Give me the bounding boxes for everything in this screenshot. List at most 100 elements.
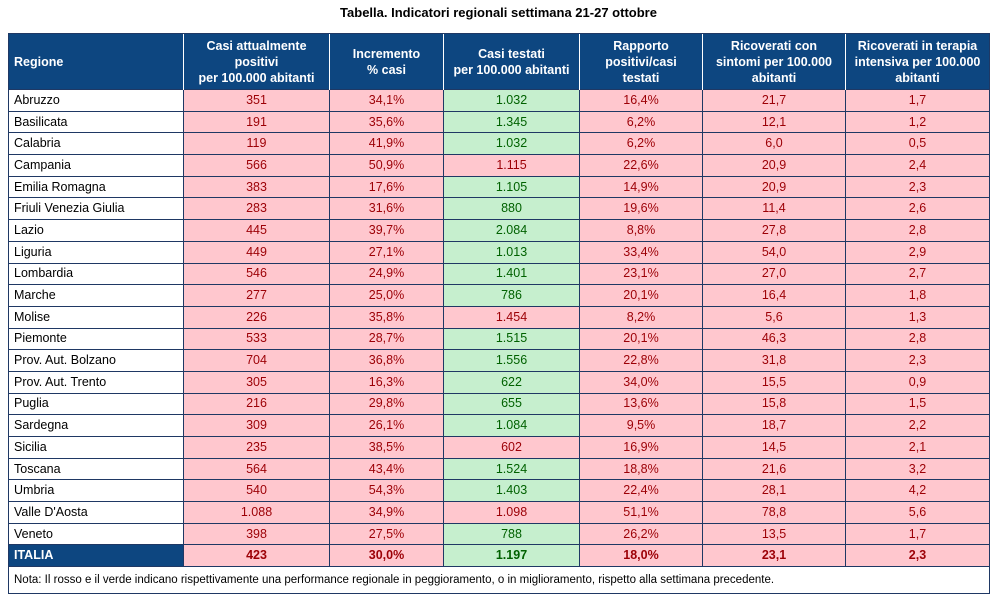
value-cell-worsening: 704 <box>183 349 330 372</box>
value-cell-worsening: 6,2% <box>579 110 703 134</box>
value-cell-worsening: 12,1 <box>702 110 846 134</box>
value-cell-worsening: 1.098 <box>443 501 580 524</box>
value-cell-worsening: 226 <box>183 305 330 329</box>
table-row: Piemonte 533 28,7% 1.515 20,1% 46,3 2,8 <box>8 327 990 351</box>
value-cell-worsening: 25,0% <box>329 284 444 307</box>
header-line: Casi testati <box>478 46 545 61</box>
header-rapporto: Rapporto positivi/casi testati <box>579 33 703 90</box>
value-cell-worsening: 5,6 <box>845 501 990 524</box>
value-cell-worsening: 20,1% <box>579 327 703 351</box>
table-row: Umbria 540 54,3% 1.403 22,4% 28,1 4,2 <box>8 479 990 503</box>
value-cell-worsening: 1,5 <box>845 392 990 416</box>
header-line: sintomi per 100.000 <box>715 54 833 69</box>
value-cell-worsening: 283 <box>183 197 330 221</box>
header-regione: Regione <box>8 33 184 90</box>
value-cell-worsening: 309 <box>183 414 330 437</box>
value-cell-worsening: 27,8 <box>702 219 846 242</box>
value-cell-worsening: 8,2% <box>579 305 703 329</box>
value-cell-worsening: 17,6% <box>329 175 444 199</box>
value-cell-worsening: 27,5% <box>329 522 444 546</box>
value-cell-worsening: 54,0 <box>702 240 846 264</box>
value-cell-worsening: 15,5 <box>702 370 846 394</box>
region-name: Sardegna <box>8 414 184 437</box>
header-line: per 100.000 abitanti <box>198 70 315 85</box>
value-cell-worsening: 78,8 <box>702 501 846 524</box>
regional-indicators-table: Regione Casi attualmente positivi per 100.0… <box>8 33 990 595</box>
region-name: Prov. Aut. Trento <box>8 370 184 394</box>
value-cell-worsening: 2,3 <box>845 175 990 199</box>
value-cell-worsening: 18,0% <box>579 544 703 568</box>
value-cell-worsening: 398 <box>183 522 330 546</box>
value-cell-improving: 1.197 <box>443 544 580 568</box>
header-line: positivi/casi <box>605 54 677 69</box>
value-cell-improving: 1.013 <box>443 240 580 264</box>
value-cell-worsening: 546 <box>183 262 330 286</box>
table-row: Basilicata 191 35,6% 1.345 6,2% 12,1 1,2 <box>8 110 990 134</box>
value-cell-worsening: 0,9 <box>845 370 990 394</box>
header-line: % casi <box>367 62 406 77</box>
value-cell-worsening: 2,7 <box>845 262 990 286</box>
value-cell-worsening: 2,1 <box>845 436 990 459</box>
value-cell-worsening: 1,2 <box>845 110 990 134</box>
value-cell-worsening: 383 <box>183 175 330 199</box>
value-cell-worsening: 602 <box>443 436 580 459</box>
value-cell-improving: 1.105 <box>443 175 580 199</box>
table-row: Marche 277 25,0% 786 20,1% 16,4 1,8 <box>8 284 990 307</box>
header-row: Regione Casi attualmente positivi per 100.0… <box>8 33 990 90</box>
value-cell-worsening: 22,6% <box>579 154 703 177</box>
table-row: Valle D'Aosta 1.088 34,9% 1.098 51,1% 78,8 5,6 <box>8 501 990 524</box>
value-cell-worsening: 14,9% <box>579 175 703 199</box>
value-cell-worsening: 1.115 <box>443 154 580 177</box>
region-name: Prov. Aut. Bolzano <box>8 349 184 372</box>
region-name: Friuli Venezia Giulia <box>8 197 184 221</box>
region-name: Campania <box>8 154 184 177</box>
value-cell-worsening: 2,8 <box>845 219 990 242</box>
value-cell-worsening: 9,5% <box>579 414 703 437</box>
value-cell-worsening: 30,0% <box>329 544 444 568</box>
header-line: Ricoverati con <box>730 38 818 53</box>
value-cell-worsening: 119 <box>183 132 330 156</box>
table-row: Puglia 216 29,8% 655 13,6% 15,8 1,5 <box>8 392 990 416</box>
region-name: ITALIA <box>8 544 184 568</box>
value-cell-worsening: 31,6% <box>329 197 444 221</box>
value-cell-worsening: 20,1% <box>579 284 703 307</box>
value-cell-worsening: 191 <box>183 110 330 134</box>
value-cell-worsening: 28,7% <box>329 327 444 351</box>
value-cell-worsening: 4,2 <box>845 479 990 503</box>
total-row: ITALIA 423 30,0% 1.197 18,0% 23,1 2,3 <box>8 544 990 568</box>
table-row: Sardegna 309 26,1% 1.084 9,5% 18,7 2,2 <box>8 414 990 437</box>
value-cell-worsening: 18,7 <box>702 414 846 437</box>
value-cell-worsening: 22,8% <box>579 349 703 372</box>
value-cell-worsening: 1,7 <box>845 89 990 112</box>
header-line: abitanti <box>751 70 797 85</box>
value-cell-worsening: 13,6% <box>579 392 703 416</box>
value-cell-worsening: 24,9% <box>329 262 444 286</box>
value-cell-worsening: 27,0 <box>702 262 846 286</box>
header-terapia-intensiva: Ricoverati in terapia intensiva per 100.0… <box>845 33 990 90</box>
region-name: Calabria <box>8 132 184 156</box>
region-name: Veneto <box>8 522 184 546</box>
value-cell-improving: 1.345 <box>443 110 580 134</box>
value-cell-worsening: 13,5 <box>702 522 846 546</box>
region-name: Emilia Romagna <box>8 175 184 199</box>
value-cell-worsening: 27,1% <box>329 240 444 264</box>
value-cell-worsening: 305 <box>183 370 330 394</box>
value-cell-worsening: 566 <box>183 154 330 177</box>
table-row: Friuli Venezia Giulia 283 31,6% 880 19,6% 11,… <box>8 197 990 221</box>
value-cell-worsening: 2,4 <box>845 154 990 177</box>
header-line: positivi <box>234 54 279 69</box>
header-line: Ricoverati in terapia <box>857 38 978 53</box>
value-cell-worsening: 16,4% <box>579 89 703 112</box>
value-cell-worsening: 449 <box>183 240 330 264</box>
value-cell-worsening: 2,3 <box>845 349 990 372</box>
header-line: per 100.000 abitanti <box>453 62 570 77</box>
table-row: Emilia Romagna 383 17,6% 1.105 14,9% 20,9 2,3 <box>8 175 990 199</box>
value-cell-worsening: 2,9 <box>845 240 990 264</box>
value-cell-worsening: 1,7 <box>845 522 990 546</box>
value-cell-worsening: 54,3% <box>329 479 444 503</box>
region-name: Marche <box>8 284 184 307</box>
value-cell-worsening: 1.454 <box>443 305 580 329</box>
header-line: Rapporto <box>613 38 669 53</box>
value-cell-worsening: 21,6 <box>702 457 846 481</box>
header-line: abitanti <box>895 70 940 85</box>
